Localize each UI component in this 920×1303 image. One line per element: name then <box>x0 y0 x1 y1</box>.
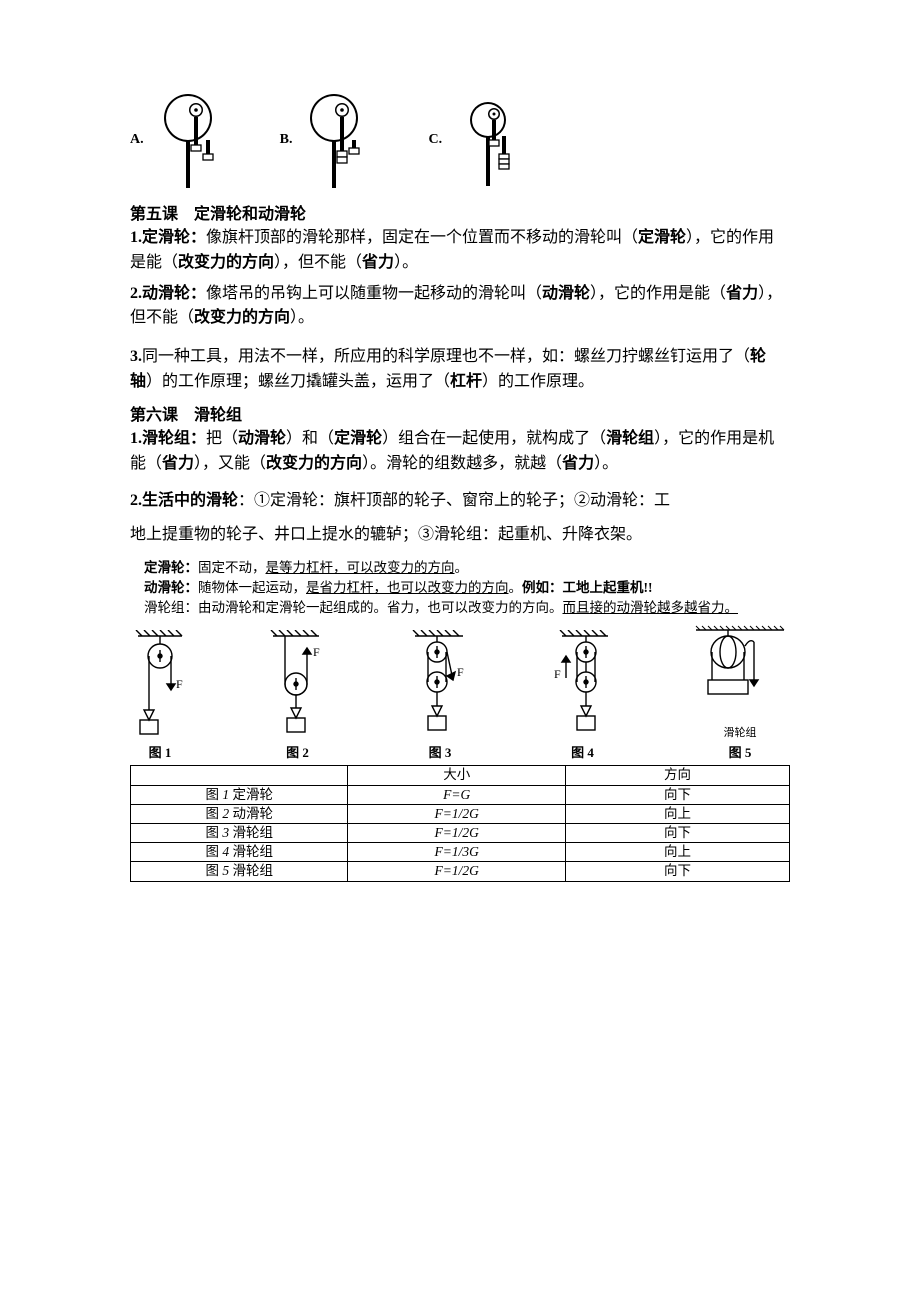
top-diagram-row: A. B. <box>130 90 790 190</box>
figure-4: F 图 4 <box>548 630 618 761</box>
diagram-b: B. <box>280 90 369 190</box>
l6-p2-lead: 2.生活中的滑轮 <box>130 492 238 509</box>
lesson6-p2: 2.生活中的滑轮：①定滑轮：旗杆顶部的轮子、窗帘上的轮子；②动滑轮：工 地上提重… <box>130 484 790 551</box>
figure-5: 滑轮组 图 5 <box>690 624 790 761</box>
table-header-row: 大小 方向 <box>131 766 790 785</box>
fig1-label: 图 1 <box>130 742 190 761</box>
fixed-pulley-icon: F <box>130 630 190 740</box>
lesson5-heading: 第五课 定滑轮和动滑轮 <box>130 200 790 224</box>
wheel-axle-icon <box>298 90 368 190</box>
l5-p1-lead: 1.定滑轮： <box>130 229 206 246</box>
lesson6-heading: 第六课 滑轮组 <box>130 401 790 425</box>
table-row: 图 4 滑轮组 F=1/3G 向上 <box>131 843 790 862</box>
lesson6-p1: 1.滑轮组：把（动滑轮）和（定滑轮）组合在一起使用，就构成了（滑轮组），它的作用… <box>130 427 790 477</box>
fig3-label: 图 3 <box>405 742 475 761</box>
pulley-force-table: 大小 方向 图 1 定滑轮 F=G 向下 图 2 动滑轮 F=1/2G 向上 图… <box>130 765 790 881</box>
l6-p1-lead: 1.滑轮组： <box>130 430 206 447</box>
note-line-2: 动滑轮：随物体一起运动，是省力杠杆，也可以改变力的方向。例如：工地上起重机!! <box>144 578 790 598</box>
diagram-a: A. <box>130 90 220 190</box>
notes-block: 定滑轮：固定不动，是等力杠杆，可以改变力的方向。 动滑轮：随物体一起运动，是省力… <box>130 558 790 619</box>
table-row: 图 3 滑轮组 F=1/2G 向下 <box>131 823 790 842</box>
figure-1: F 图 1 <box>130 630 190 761</box>
pulley-group-icon: F <box>548 630 618 740</box>
diagram-c: C. <box>428 90 518 190</box>
pulley-figures-row: F 图 1 <box>130 624 790 761</box>
lesson5-p2: 2.动滑轮：像塔吊的吊钩上可以随重物一起移动的滑轮叫（动滑轮），它的作用是能（省… <box>130 282 790 332</box>
fig5-label: 图 5 <box>690 742 790 761</box>
pulley-group-icon: F <box>405 630 475 740</box>
fig4-label: 图 4 <box>548 742 618 761</box>
diagram-c-label: C. <box>428 132 442 148</box>
wheel-axle-icon <box>150 90 220 190</box>
note-line-3: 滑轮组：由动滑轮和定滑轮一起组成的。省力，也可以改变力的方向。而且接的动滑轮越多… <box>144 598 790 618</box>
pulley-group-icon <box>690 624 790 724</box>
force-label: F <box>457 665 464 679</box>
force-label: F <box>313 645 320 659</box>
diagram-b-label: B. <box>280 132 293 148</box>
lesson5-p1: 1.定滑轮：像旗杆顶部的滑轮那样，固定在一个位置而不移动的滑轮叫（定滑轮），它的… <box>130 226 790 276</box>
l5-p2-lead: 2.动滑轮： <box>130 285 206 302</box>
figure-3: F 图 3 <box>405 630 475 761</box>
diagram-a-label: A. <box>130 132 144 148</box>
lesson5-p3: 3.同一种工具，用法不一样，所应用的科学原理也不一样，如：螺丝刀拧螺丝钉运用了（… <box>130 345 790 395</box>
force-label: F <box>176 677 183 691</box>
note-line-1: 定滑轮：固定不动，是等力杠杆，可以改变力的方向。 <box>144 558 790 578</box>
fig2-label: 图 2 <box>263 742 333 761</box>
wheel-axle-icon <box>448 90 518 190</box>
fig5-sublabel: 滑轮组 <box>690 724 790 740</box>
table-row: 图 1 定滑轮 F=G 向下 <box>131 785 790 804</box>
table-row: 图 2 动滑轮 F=1/2G 向上 <box>131 804 790 823</box>
movable-pulley-icon: F <box>263 630 333 740</box>
table-row: 图 5 滑轮组 F=1/2G 向下 <box>131 862 790 881</box>
document-page: A. B. <box>0 0 920 942</box>
force-label: F <box>554 667 561 681</box>
figure-2: F 图 2 <box>263 630 333 761</box>
